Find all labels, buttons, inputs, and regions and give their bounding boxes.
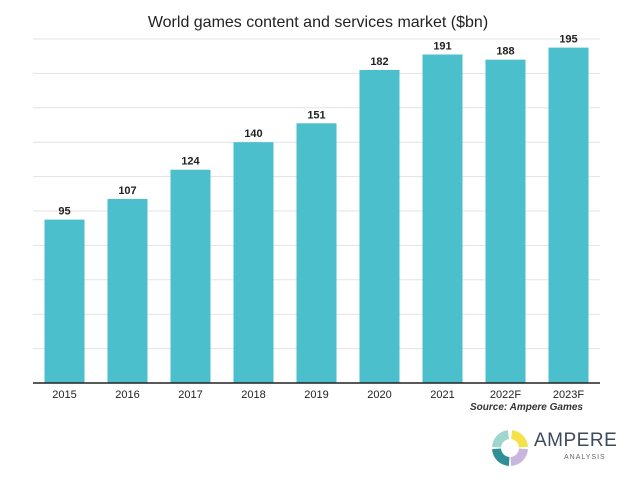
data-label-2021: 191 (433, 40, 451, 52)
x-tick-2017: 2017 (178, 389, 202, 401)
logo-segment-1 (511, 430, 528, 448)
x-tick-2016: 2016 (115, 389, 139, 401)
data-label-2015: 95 (58, 206, 70, 218)
logo-segment-3 (492, 448, 510, 466)
x-tick-2023F: 2023F (553, 389, 584, 401)
bar-2022F (485, 59, 526, 383)
ampere-logo-icon (492, 430, 528, 466)
logo-segment-4 (492, 430, 509, 448)
bar-2021 (422, 54, 463, 383)
chart-title: World games content and services market … (148, 14, 488, 31)
bar-2018 (233, 142, 274, 383)
data-label-2018: 140 (244, 128, 262, 140)
bar-2020 (359, 69, 400, 384)
logo-segment-2 (510, 448, 528, 466)
x-tick-2021: 2021 (430, 389, 454, 401)
x-tick-2022F: 2022F (490, 389, 521, 401)
logo-wordmark: AMPERE (534, 430, 618, 451)
bar-2016 (107, 198, 148, 383)
bar-2019 (296, 123, 337, 383)
x-tick-2018: 2018 (241, 389, 265, 401)
data-label-2019: 151 (307, 109, 325, 121)
bar-2017 (170, 169, 211, 383)
bar-2023F (548, 47, 589, 383)
source-note: Source: Ampere Games (469, 402, 583, 413)
bars (44, 47, 589, 384)
data-label-2017: 124 (181, 156, 200, 168)
data-label-2020: 182 (370, 56, 388, 68)
x-tick-labels: 2015 2016 2017 2018 2019 2020 2021 2022F 2023F (52, 389, 584, 401)
bar-2015 (44, 219, 85, 383)
x-tick-2020: 2020 (367, 389, 391, 401)
data-label-2022F: 188 (496, 46, 514, 58)
x-tick-2019: 2019 (304, 389, 328, 401)
data-label-2016: 107 (118, 185, 136, 197)
data-labels: 95 107 124 140 151 182 191 188 195 (58, 34, 577, 218)
data-label-2023F: 195 (559, 34, 577, 46)
ampere-analysis-logo: AMPERE ANALYSIS (488, 426, 628, 470)
x-tick-2015: 2015 (52, 389, 76, 401)
logo-subtitle: ANALYSIS (564, 454, 606, 461)
